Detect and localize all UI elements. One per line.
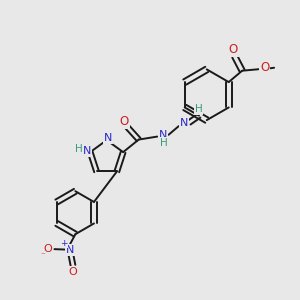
Text: O: O bbox=[44, 244, 52, 254]
Text: H: H bbox=[160, 138, 168, 148]
Text: N: N bbox=[66, 245, 74, 255]
Text: N: N bbox=[180, 118, 188, 128]
Text: N: N bbox=[83, 146, 92, 156]
Text: O: O bbox=[260, 61, 269, 74]
Text: O: O bbox=[229, 43, 238, 56]
Text: H: H bbox=[194, 104, 202, 114]
Text: N: N bbox=[104, 133, 112, 143]
Text: ⁻: ⁻ bbox=[41, 251, 46, 260]
Text: +: + bbox=[60, 239, 67, 248]
Text: O: O bbox=[120, 115, 129, 128]
Text: H: H bbox=[75, 143, 83, 154]
Text: N: N bbox=[159, 130, 167, 140]
Text: O: O bbox=[69, 267, 77, 277]
